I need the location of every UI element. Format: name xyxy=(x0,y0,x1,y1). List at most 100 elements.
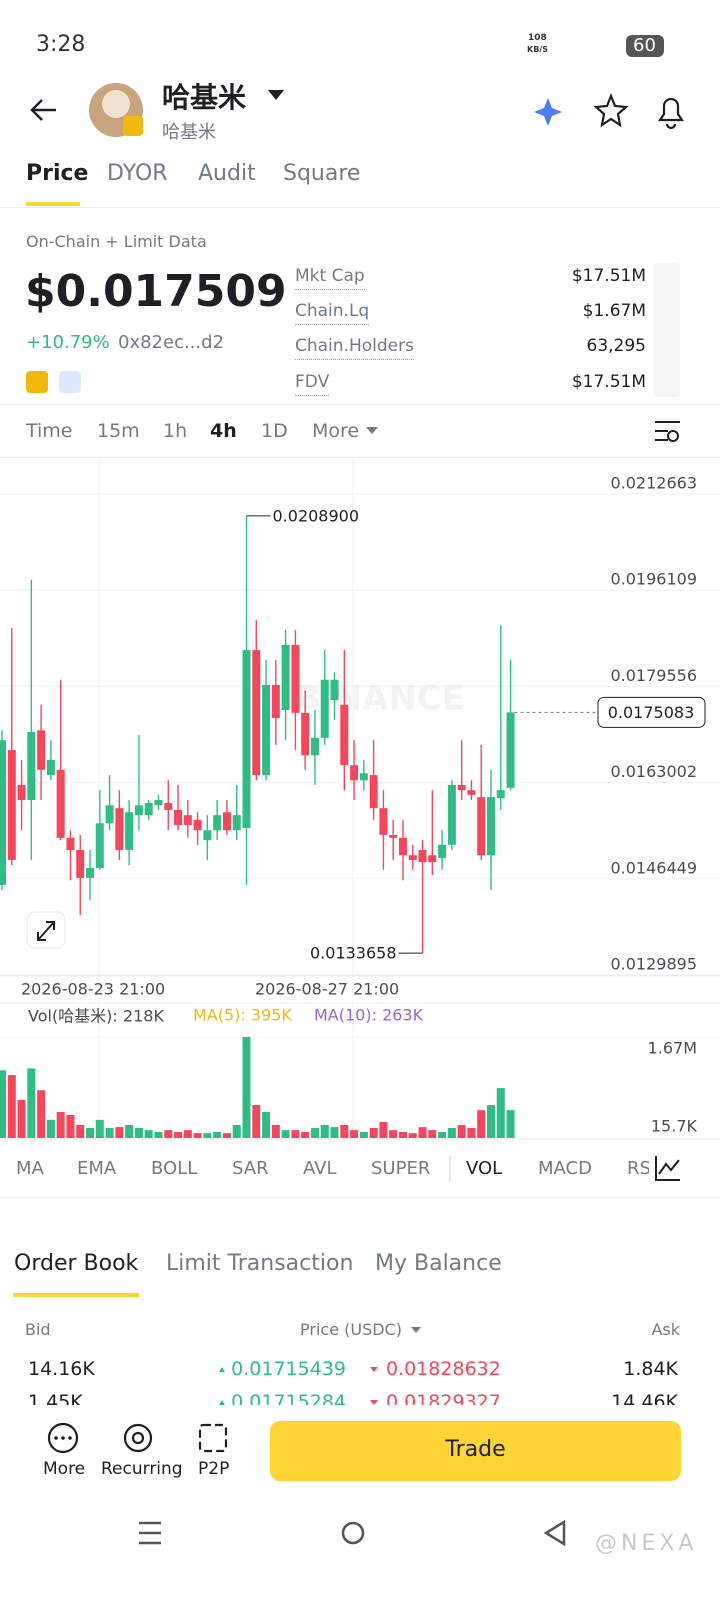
star-icon[interactable] xyxy=(593,93,629,128)
volume-bar xyxy=(359,1131,368,1138)
contract-address[interactable]: 0x82ec...d2 xyxy=(118,332,225,353)
book-tab[interactable]: Order Book xyxy=(14,1251,139,1276)
candle-body xyxy=(0,740,6,885)
volume-bar xyxy=(369,1128,378,1138)
action-label[interactable]: More xyxy=(43,1459,86,1479)
interval[interactable]: 15m xyxy=(97,420,140,442)
tab[interactable]: Audit xyxy=(198,161,256,186)
volume-bar xyxy=(320,1124,329,1138)
book-tab[interactable]: My Balance xyxy=(375,1251,502,1276)
interval[interactable]: 4h xyxy=(210,420,237,442)
token-title: 哈基米 xyxy=(162,81,247,114)
tab[interactable]: DYOR xyxy=(107,161,168,186)
tab[interactable]: Price xyxy=(26,161,89,186)
p2p-icon[interactable] xyxy=(198,1423,228,1453)
volume-bar xyxy=(17,1099,26,1138)
bid-price-text: 0.01715439 xyxy=(231,1358,346,1380)
stat-label-text: Chain.Lq xyxy=(295,301,370,325)
candle-body xyxy=(389,834,398,838)
divider xyxy=(0,207,720,208)
ma10-legend: MA(10): 263K xyxy=(314,1006,424,1025)
candle-body xyxy=(301,712,310,756)
ai-icon[interactable] xyxy=(534,98,562,126)
indicator[interactable]: AVL xyxy=(303,1158,337,1179)
volume-bar xyxy=(418,1127,427,1138)
nav-home[interactable] xyxy=(341,1521,365,1545)
candle-body xyxy=(46,759,55,776)
stat-label: Chain.Lq xyxy=(295,301,370,325)
candle-body xyxy=(56,769,65,838)
volume-bar xyxy=(301,1131,310,1138)
volume-bar xyxy=(506,1110,515,1138)
fullscreen-icon xyxy=(37,921,55,941)
back-icon[interactable] xyxy=(30,99,56,121)
volume-bar xyxy=(262,1111,271,1138)
book-tab[interactable]: Limit Transaction xyxy=(166,1251,354,1276)
battery xyxy=(626,35,664,57)
action-label[interactable]: P2P xyxy=(198,1459,230,1479)
low-label: 0.0133658 xyxy=(310,944,397,963)
candle-body xyxy=(37,730,46,770)
candle-body xyxy=(447,784,456,845)
candle-body xyxy=(506,712,515,788)
indicator[interactable]: BOLL xyxy=(151,1158,198,1179)
interval[interactable]: 1h xyxy=(163,420,188,442)
chart-settings-icon[interactable] xyxy=(655,421,680,442)
candle-body xyxy=(496,790,505,799)
nav-menu[interactable] xyxy=(139,1521,161,1545)
data-source[interactable]: On-Chain + Limit Data xyxy=(26,232,207,251)
x-tick-label: 2026-08-23 21:00 xyxy=(21,980,165,999)
interval[interactable]: Time xyxy=(26,420,73,442)
interval[interactable]: 1D xyxy=(261,420,288,442)
volume-bar xyxy=(477,1110,486,1138)
trade-button[interactable] xyxy=(270,1421,681,1481)
ask-size: 1.84K xyxy=(623,1358,678,1380)
interval[interactable]: More xyxy=(312,420,360,442)
volume-bar xyxy=(291,1130,300,1138)
candle-body xyxy=(330,679,339,701)
candle-body xyxy=(291,644,300,713)
trade-label[interactable]: Trade xyxy=(445,1437,506,1462)
divider xyxy=(0,404,720,405)
recurring-icon[interactable] xyxy=(123,1423,153,1453)
dropdown-icon[interactable] xyxy=(268,90,284,100)
bell-icon[interactable] xyxy=(657,97,685,130)
candle-body xyxy=(418,850,427,863)
column-header: Bid xyxy=(25,1320,51,1339)
nav-back[interactable] xyxy=(543,1519,566,1547)
candle-body xyxy=(408,855,417,860)
header-icons xyxy=(30,83,685,137)
more-icon[interactable] xyxy=(47,1422,79,1454)
up-arrow xyxy=(219,1367,226,1372)
indicator[interactable]: VOL xyxy=(466,1158,503,1179)
indicator[interactable]: EMA xyxy=(77,1158,117,1179)
candle-body xyxy=(164,802,173,810)
column-header[interactable]: Price (USDC) xyxy=(300,1320,402,1339)
volume-bar xyxy=(330,1127,339,1138)
indicator[interactable]: SUPER xyxy=(371,1158,431,1179)
indicator[interactable]: MACD xyxy=(538,1158,592,1179)
avatar-face xyxy=(102,90,130,118)
stat-label-text: Chain.Holders xyxy=(295,336,414,360)
indicator[interactable]: MA xyxy=(16,1158,44,1179)
volume-bar xyxy=(7,1075,16,1138)
bid-price: 0.01715439 xyxy=(219,1360,346,1379)
tab[interactable]: Square xyxy=(283,161,361,186)
y-tick-label: 0.0129895 xyxy=(610,955,697,974)
candle-body xyxy=(428,855,437,863)
volume-bar xyxy=(86,1128,95,1138)
indicator-settings-icon[interactable] xyxy=(655,1156,680,1181)
indicator[interactable]: SAR xyxy=(232,1158,269,1179)
last-price-label: 0.0175083 xyxy=(608,703,695,722)
network-speed: 108 xyxy=(528,33,547,43)
volume-bar xyxy=(242,1037,251,1138)
volume-bar xyxy=(467,1128,476,1138)
indicator[interactable]: RSI xyxy=(627,1160,649,1178)
volume-bar xyxy=(281,1130,290,1138)
volume-bar xyxy=(389,1130,398,1138)
expand-panel[interactable] xyxy=(653,263,680,397)
candle-body xyxy=(271,684,280,719)
candle-body xyxy=(369,775,378,809)
action-label[interactable]: Recurring xyxy=(101,1459,183,1479)
